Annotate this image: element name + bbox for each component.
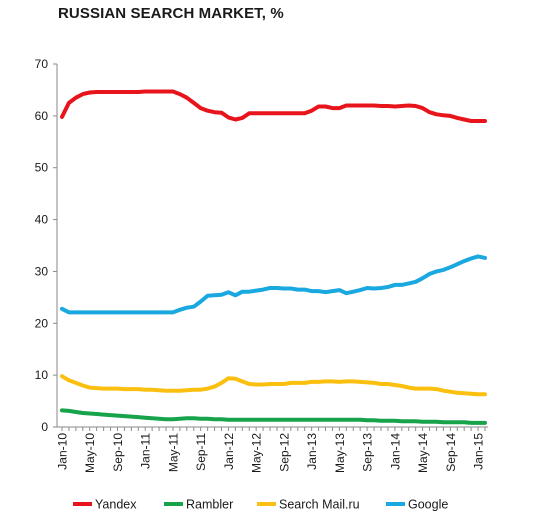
x-tick-label: May-13 bbox=[333, 433, 347, 473]
x-tick-label: May-12 bbox=[250, 433, 264, 473]
series-lines bbox=[60, 89, 487, 425]
x-tick-label: May-11 bbox=[166, 433, 180, 472]
y-tick-label: 40 bbox=[35, 213, 49, 227]
legend-label-rambler: Rambler bbox=[186, 498, 233, 512]
x-tick-label: Jan-14 bbox=[388, 433, 402, 470]
x-tick-label: May-10 bbox=[83, 433, 97, 473]
x-tick-label: Sep-11 bbox=[194, 433, 208, 471]
legend-label-google: Google bbox=[408, 498, 448, 512]
y-axis-ticks: 0 10 20 30 40 50 60 70 bbox=[35, 57, 57, 434]
x-tick-label: Sep-13 bbox=[361, 433, 375, 472]
x-tick-label: Sep-12 bbox=[277, 433, 291, 472]
y-tick-label: 70 bbox=[35, 57, 49, 71]
legend-label-search-mail-ru: Search Mail.ru bbox=[279, 498, 360, 512]
y-tick-label: 30 bbox=[35, 264, 49, 278]
legend-label-yandex: Yandex bbox=[95, 498, 137, 512]
x-tick-label: Jan-10 bbox=[56, 433, 70, 470]
chart-axes bbox=[56, 64, 488, 428]
y-tick-label: 50 bbox=[35, 161, 49, 175]
legend: Yandex Rambler Search Mail.ru Google bbox=[73, 498, 448, 512]
y-tick-label: 0 bbox=[41, 420, 48, 434]
x-axis-ticks: Jan-10 May-10 Sep-10 Jan-11 May-11 Sep-11 Jan-… bbox=[56, 427, 486, 473]
series-line-rambler bbox=[60, 408, 487, 425]
x-tick-label: May-14 bbox=[416, 433, 430, 473]
y-tick-label: 20 bbox=[35, 316, 49, 330]
series-line-search-mail-ru bbox=[60, 374, 487, 397]
x-tick-label: Jan-11 bbox=[139, 433, 153, 469]
x-tick-label: Jan-15 bbox=[472, 433, 486, 470]
y-tick-label: 10 bbox=[35, 368, 49, 382]
x-tick-label: Jan-12 bbox=[222, 433, 236, 470]
x-tick-label: Jan-13 bbox=[305, 433, 319, 470]
series-line-yandex bbox=[60, 89, 487, 123]
chart-title: RUSSIAN SEARCH MARKET, % bbox=[58, 5, 284, 22]
y-tick-label: 60 bbox=[35, 109, 49, 123]
x-tick-label: Sep-14 bbox=[444, 433, 458, 472]
x-tick-label: Sep-10 bbox=[111, 433, 125, 472]
series-line-google bbox=[60, 254, 487, 315]
